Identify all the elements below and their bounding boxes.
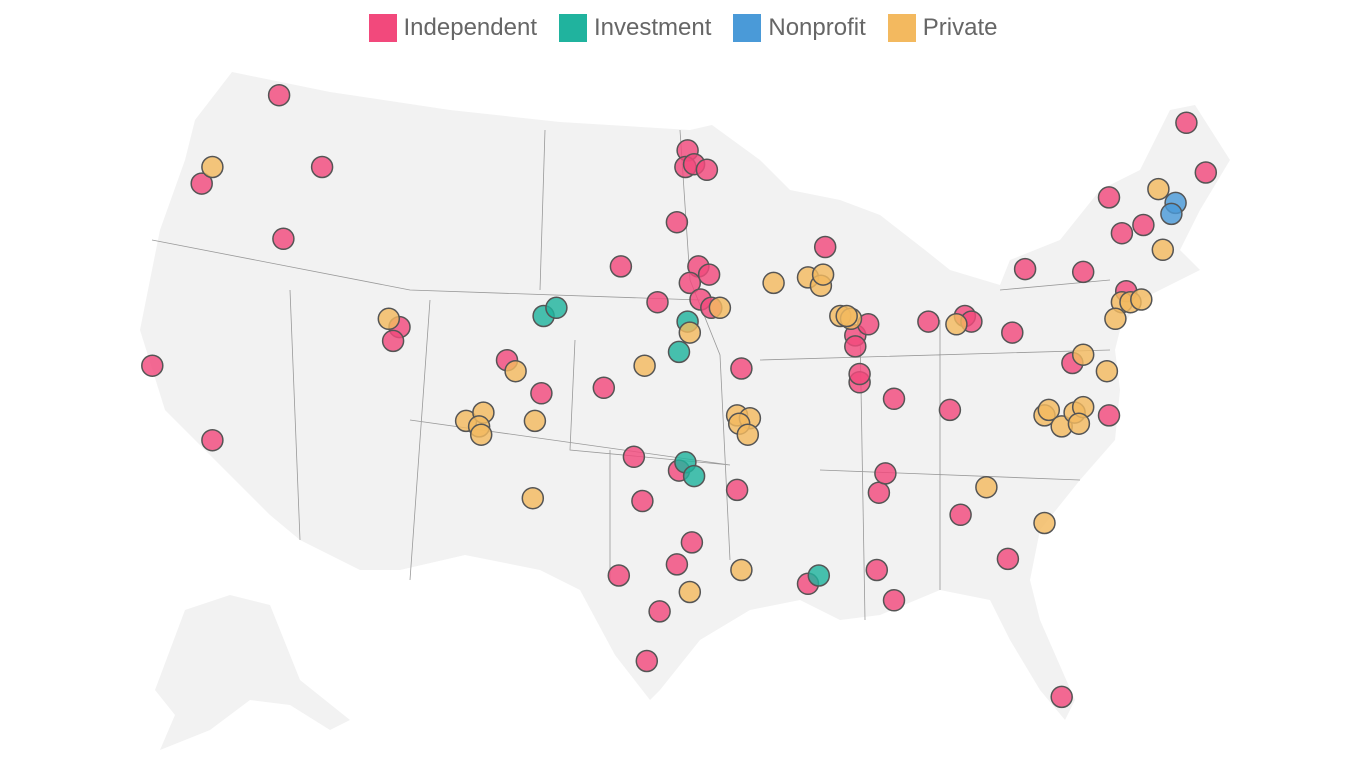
point-independent[interactable]: [1050, 685, 1073, 709]
point-private[interactable]: [1130, 288, 1153, 311]
point-private[interactable]: [504, 359, 527, 383]
point-private[interactable]: [1037, 398, 1061, 422]
state-borders: [151, 129, 1111, 621]
point-private[interactable]: [469, 423, 493, 446]
legend-item-investment[interactable]: Investment: [558, 14, 712, 42]
point-independent[interactable]: [665, 210, 689, 234]
point-independent[interactable]: [848, 362, 871, 386]
point-independent[interactable]: [1132, 213, 1155, 237]
point-private[interactable]: [736, 423, 760, 446]
point-private[interactable]: [377, 307, 401, 331]
point-private[interactable]: [762, 271, 785, 295]
point-private[interactable]: [1071, 343, 1095, 366]
point-private[interactable]: [1104, 307, 1127, 331]
legend-label: Investment: [593, 14, 712, 41]
point-independent[interactable]: [1097, 186, 1121, 209]
point-independent[interactable]: [680, 531, 704, 554]
point-independent[interactable]: [917, 310, 940, 333]
point-independent[interactable]: [665, 553, 689, 576]
point-independent[interactable]: [310, 155, 334, 179]
point-independent[interactable]: [190, 172, 213, 195]
legend-swatch-private: [887, 14, 916, 42]
point-private[interactable]: [678, 321, 702, 344]
legend: Independent Investment Nonprofit Private: [0, 14, 1366, 42]
point-private[interactable]: [1033, 511, 1056, 535]
point-investment[interactable]: [807, 564, 831, 587]
legend-swatch-nonprofit: [733, 14, 762, 42]
legend-label: Independent: [403, 14, 537, 41]
point-independent[interactable]: [695, 158, 719, 182]
point-independent[interactable]: [648, 600, 671, 623]
point-independent[interactable]: [1071, 260, 1095, 284]
point-independent[interactable]: [1110, 221, 1134, 245]
point-independent[interactable]: [635, 649, 659, 673]
point-independent[interactable]: [1013, 257, 1037, 281]
point-independent[interactable]: [996, 547, 1020, 571]
point-independent[interactable]: [631, 489, 654, 513]
point-independent[interactable]: [1194, 161, 1218, 184]
point-independent[interactable]: [141, 354, 164, 377]
point-independent[interactable]: [865, 558, 889, 582]
point-independent[interactable]: [267, 83, 291, 107]
point-private[interactable]: [975, 475, 998, 499]
point-private[interactable]: [1147, 177, 1170, 201]
point-independent[interactable]: [1097, 404, 1121, 427]
point-independent[interactable]: [882, 387, 906, 411]
point-independent[interactable]: [381, 329, 405, 353]
point-independent[interactable]: [874, 462, 897, 485]
legend-swatch-investment: [558, 14, 587, 42]
point-independent[interactable]: [678, 271, 702, 295]
point-independent[interactable]: [697, 263, 721, 286]
point-investment[interactable]: [667, 340, 691, 364]
point-investment[interactable]: [682, 464, 706, 488]
point-private[interactable]: [678, 580, 702, 604]
legend-item-nonprofit[interactable]: Nonprofit: [733, 14, 866, 42]
point-private[interactable]: [521, 486, 545, 510]
point-private[interactable]: [523, 409, 547, 433]
point-independent[interactable]: [844, 335, 867, 358]
point-private[interactable]: [945, 313, 968, 336]
point-independent[interactable]: [867, 481, 891, 504]
point-independent[interactable]: [609, 255, 633, 278]
point-private[interactable]: [201, 155, 224, 179]
point-independent[interactable]: [1001, 321, 1024, 344]
point-investment[interactable]: [545, 296, 568, 320]
point-private[interactable]: [730, 558, 753, 582]
alaska-outline: [155, 595, 350, 750]
point-private[interactable]: [1151, 238, 1175, 262]
point-independent[interactable]: [725, 478, 749, 502]
point-independent[interactable]: [646, 290, 669, 314]
point-independent[interactable]: [272, 227, 295, 251]
point-private[interactable]: [633, 354, 656, 377]
point-nonprofit[interactable]: [1160, 202, 1183, 226]
point-private[interactable]: [1067, 412, 1091, 435]
point-independent[interactable]: [530, 382, 553, 405]
legend-swatch-independent: [368, 14, 397, 42]
legend-label: Private: [922, 14, 998, 41]
point-independent[interactable]: [1175, 111, 1198, 135]
point-independent[interactable]: [592, 376, 616, 400]
point-private[interactable]: [835, 304, 858, 328]
point-independent[interactable]: [938, 398, 962, 422]
points-layer: [141, 83, 1218, 709]
point-private[interactable]: [708, 296, 732, 320]
point-independent[interactable]: [949, 503, 972, 527]
legend-item-independent[interactable]: Independent: [368, 14, 537, 42]
point-independent[interactable]: [622, 445, 646, 469]
point-independent[interactable]: [813, 235, 837, 259]
us-outline: [140, 72, 1230, 720]
point-private[interactable]: [1095, 359, 1119, 383]
point-independent[interactable]: [607, 564, 631, 587]
point-private[interactable]: [811, 263, 835, 286]
point-independent[interactable]: [730, 357, 753, 380]
point-independent[interactable]: [201, 428, 224, 452]
legend-label: Nonprofit: [768, 14, 866, 41]
legend-item-private[interactable]: Private: [887, 14, 998, 42]
point-independent[interactable]: [882, 589, 906, 612]
